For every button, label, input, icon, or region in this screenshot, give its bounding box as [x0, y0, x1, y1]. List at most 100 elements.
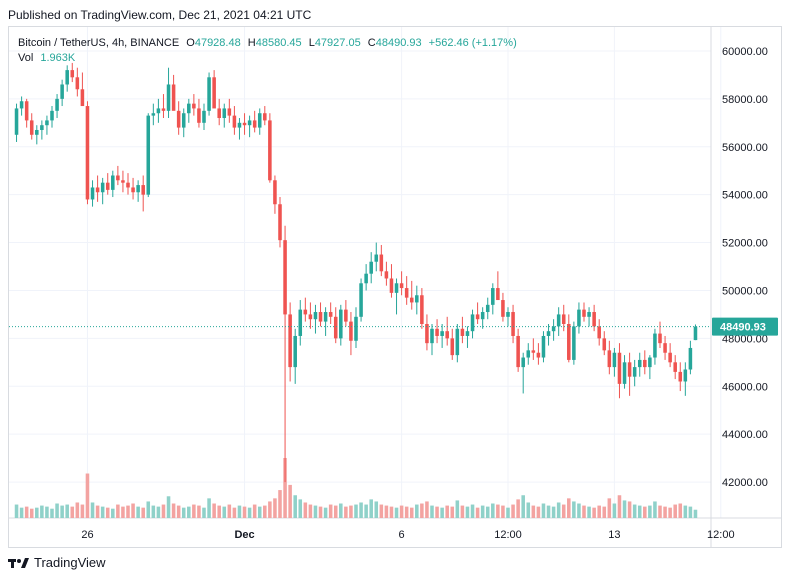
volume-bar [263, 505, 267, 518]
volume-bar [268, 501, 272, 518]
volume-bar [212, 503, 216, 518]
volume-bar [648, 505, 652, 518]
candle-body [100, 182, 105, 193]
candle-body [627, 362, 632, 377]
candle-body [268, 120, 272, 181]
candle-body [308, 314, 313, 320]
volume-bar [632, 504, 637, 518]
volume-bar [435, 506, 439, 518]
x-tick-label: 13 [608, 529, 620, 541]
volume-bar [622, 500, 627, 518]
volume-bar [425, 501, 429, 518]
candle-body [501, 300, 505, 317]
footer-brand[interactable]: TradingView [8, 555, 106, 570]
candle-body [252, 120, 257, 128]
candle-body [60, 84, 64, 99]
volume-bar [536, 506, 541, 518]
candle-body [683, 369, 688, 382]
volume-bar [359, 502, 363, 518]
volume-bar [379, 504, 384, 518]
volume-bar [146, 501, 151, 518]
volume-bar [531, 505, 536, 518]
candle-body [247, 120, 252, 126]
volume-bar [475, 507, 480, 518]
chart-frame [8, 26, 782, 548]
x-tick-label: 6 [399, 529, 405, 541]
volume-bar [556, 502, 561, 518]
candle-body [121, 180, 125, 183]
candle-body [24, 101, 29, 121]
candle-body [156, 108, 161, 114]
candle-body [14, 108, 19, 135]
volume-bar [399, 505, 404, 518]
candle-body [313, 312, 318, 320]
volume-bar [65, 504, 69, 518]
volume-bar [313, 505, 318, 518]
candle-body [171, 84, 176, 111]
footer-brand-label: TradingView [34, 555, 106, 570]
volume-bar [318, 506, 323, 518]
candle-body [303, 309, 308, 315]
volume-bar [181, 507, 186, 518]
candle-body [166, 84, 171, 111]
candle-body [126, 182, 130, 188]
y-tick-label: 54000.00 [722, 190, 768, 202]
volume-bar [409, 507, 414, 518]
volume-bar [516, 499, 520, 518]
candle-body [648, 357, 652, 368]
y-tick-label: 42000.00 [722, 477, 768, 489]
x-tick-label: Dec [234, 529, 254, 541]
candle-body [485, 304, 490, 313]
volume-bar [354, 504, 358, 518]
legend-low-value: 47927.05 [314, 37, 361, 49]
candle-body [364, 273, 368, 284]
candle-body [70, 70, 75, 78]
volume-bar [440, 507, 444, 518]
volume-bar [389, 506, 394, 518]
volume-bar [222, 506, 227, 518]
candle-body [465, 331, 470, 336]
volume-bar [323, 507, 328, 518]
volume-bar [526, 502, 531, 518]
volume-bar [612, 503, 617, 518]
candle-body [420, 295, 424, 324]
candle-body [323, 312, 328, 322]
volume-bar [577, 503, 581, 518]
candle-body [394, 283, 399, 293]
volume-bar [485, 506, 490, 518]
candle-body [688, 347, 693, 370]
volume-bar [541, 503, 546, 518]
volume-bar [511, 504, 515, 518]
volume-bar [156, 506, 161, 518]
candle-body [19, 101, 24, 109]
volume-bar [339, 503, 343, 518]
volume-bar [637, 505, 642, 518]
candle-body [622, 362, 627, 384]
volume-bar [70, 506, 75, 518]
candle-body [658, 333, 662, 344]
volume-bar [627, 501, 632, 518]
candle-body [273, 180, 277, 205]
volume-bar [506, 507, 510, 518]
candle-body [470, 314, 475, 332]
legend-vol-value: 1.963K [40, 52, 76, 64]
candle-body [445, 331, 449, 339]
candle-body [263, 113, 267, 121]
y-tick-label: 44000.00 [722, 429, 768, 441]
y-tick-label: 60000.00 [722, 46, 768, 58]
candle-body [354, 316, 358, 341]
candle-body [369, 261, 373, 274]
legend-open-label: O [186, 37, 195, 49]
candle-body [577, 309, 581, 327]
candle-body [151, 113, 156, 116]
candle-body [339, 309, 343, 339]
volume-bar [197, 505, 201, 518]
candle-body [237, 122, 242, 128]
volume-bar [176, 505, 181, 518]
volume-bar [643, 506, 647, 518]
volume-bar [288, 484, 292, 518]
volume-bar [136, 506, 140, 518]
candle-body [567, 323, 571, 360]
volume-bar [24, 506, 29, 518]
